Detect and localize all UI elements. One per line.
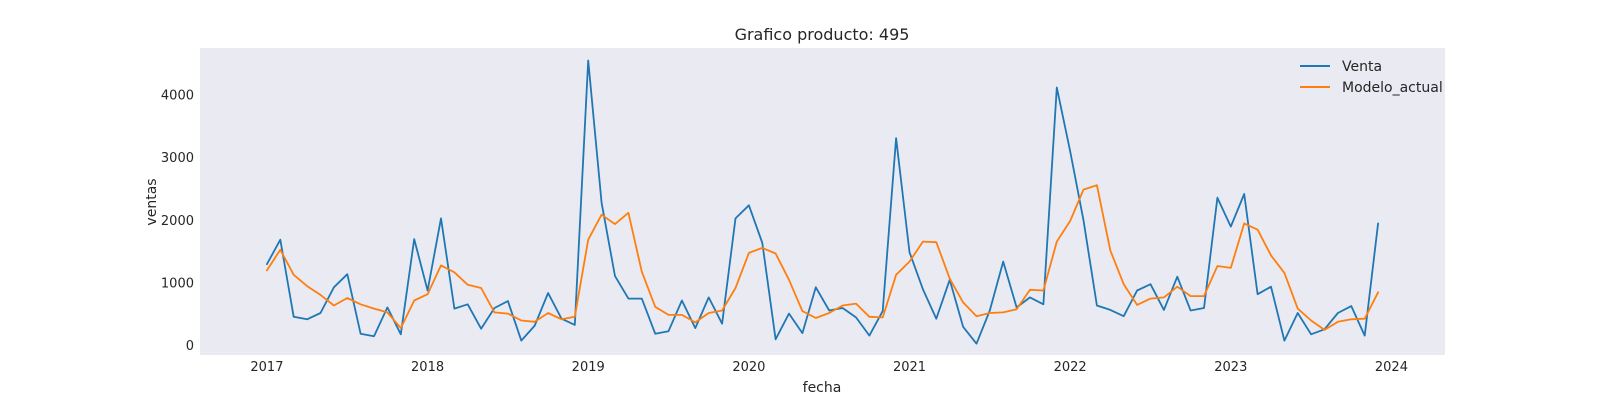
y-tick-label: 3000 bbox=[161, 151, 194, 166]
x-tick-label: 2024 bbox=[1375, 360, 1408, 375]
y-tick-label: 2000 bbox=[161, 214, 194, 229]
x-tick-label: 2017 bbox=[250, 360, 283, 375]
y-axis-label: ventas bbox=[144, 178, 160, 225]
legend-label: Venta bbox=[1342, 59, 1382, 75]
x-tick-label: 2023 bbox=[1214, 360, 1247, 375]
x-tick-label: 2018 bbox=[411, 360, 444, 375]
y-tick-label: 1000 bbox=[161, 276, 194, 291]
plot-area bbox=[200, 48, 1445, 355]
y-tick-label: 0 bbox=[186, 339, 194, 354]
series-line-modelo-actual bbox=[265, 184, 1379, 331]
x-axis-ticks: 2017 2018 2019 2020 2021 2022 2023 2024 bbox=[250, 360, 1408, 375]
x-tick-label: 2019 bbox=[572, 360, 605, 375]
y-tick-label: 4000 bbox=[161, 88, 194, 103]
x-tick-label: 2022 bbox=[1054, 360, 1087, 375]
legend-label: Modelo_actual bbox=[1342, 80, 1443, 96]
x-tick-label: 2021 bbox=[893, 360, 926, 375]
series-lines bbox=[265, 59, 1379, 345]
x-tick-label: 2020 bbox=[732, 360, 765, 375]
legend: Venta Modelo_actual bbox=[1300, 59, 1443, 96]
y-axis-ticks: 0 1000 2000 3000 4000 bbox=[161, 88, 194, 354]
series-line-venta bbox=[265, 59, 1379, 345]
x-axis-label: fecha bbox=[803, 380, 842, 396]
chart-title: Grafico producto: 495 bbox=[735, 25, 910, 44]
